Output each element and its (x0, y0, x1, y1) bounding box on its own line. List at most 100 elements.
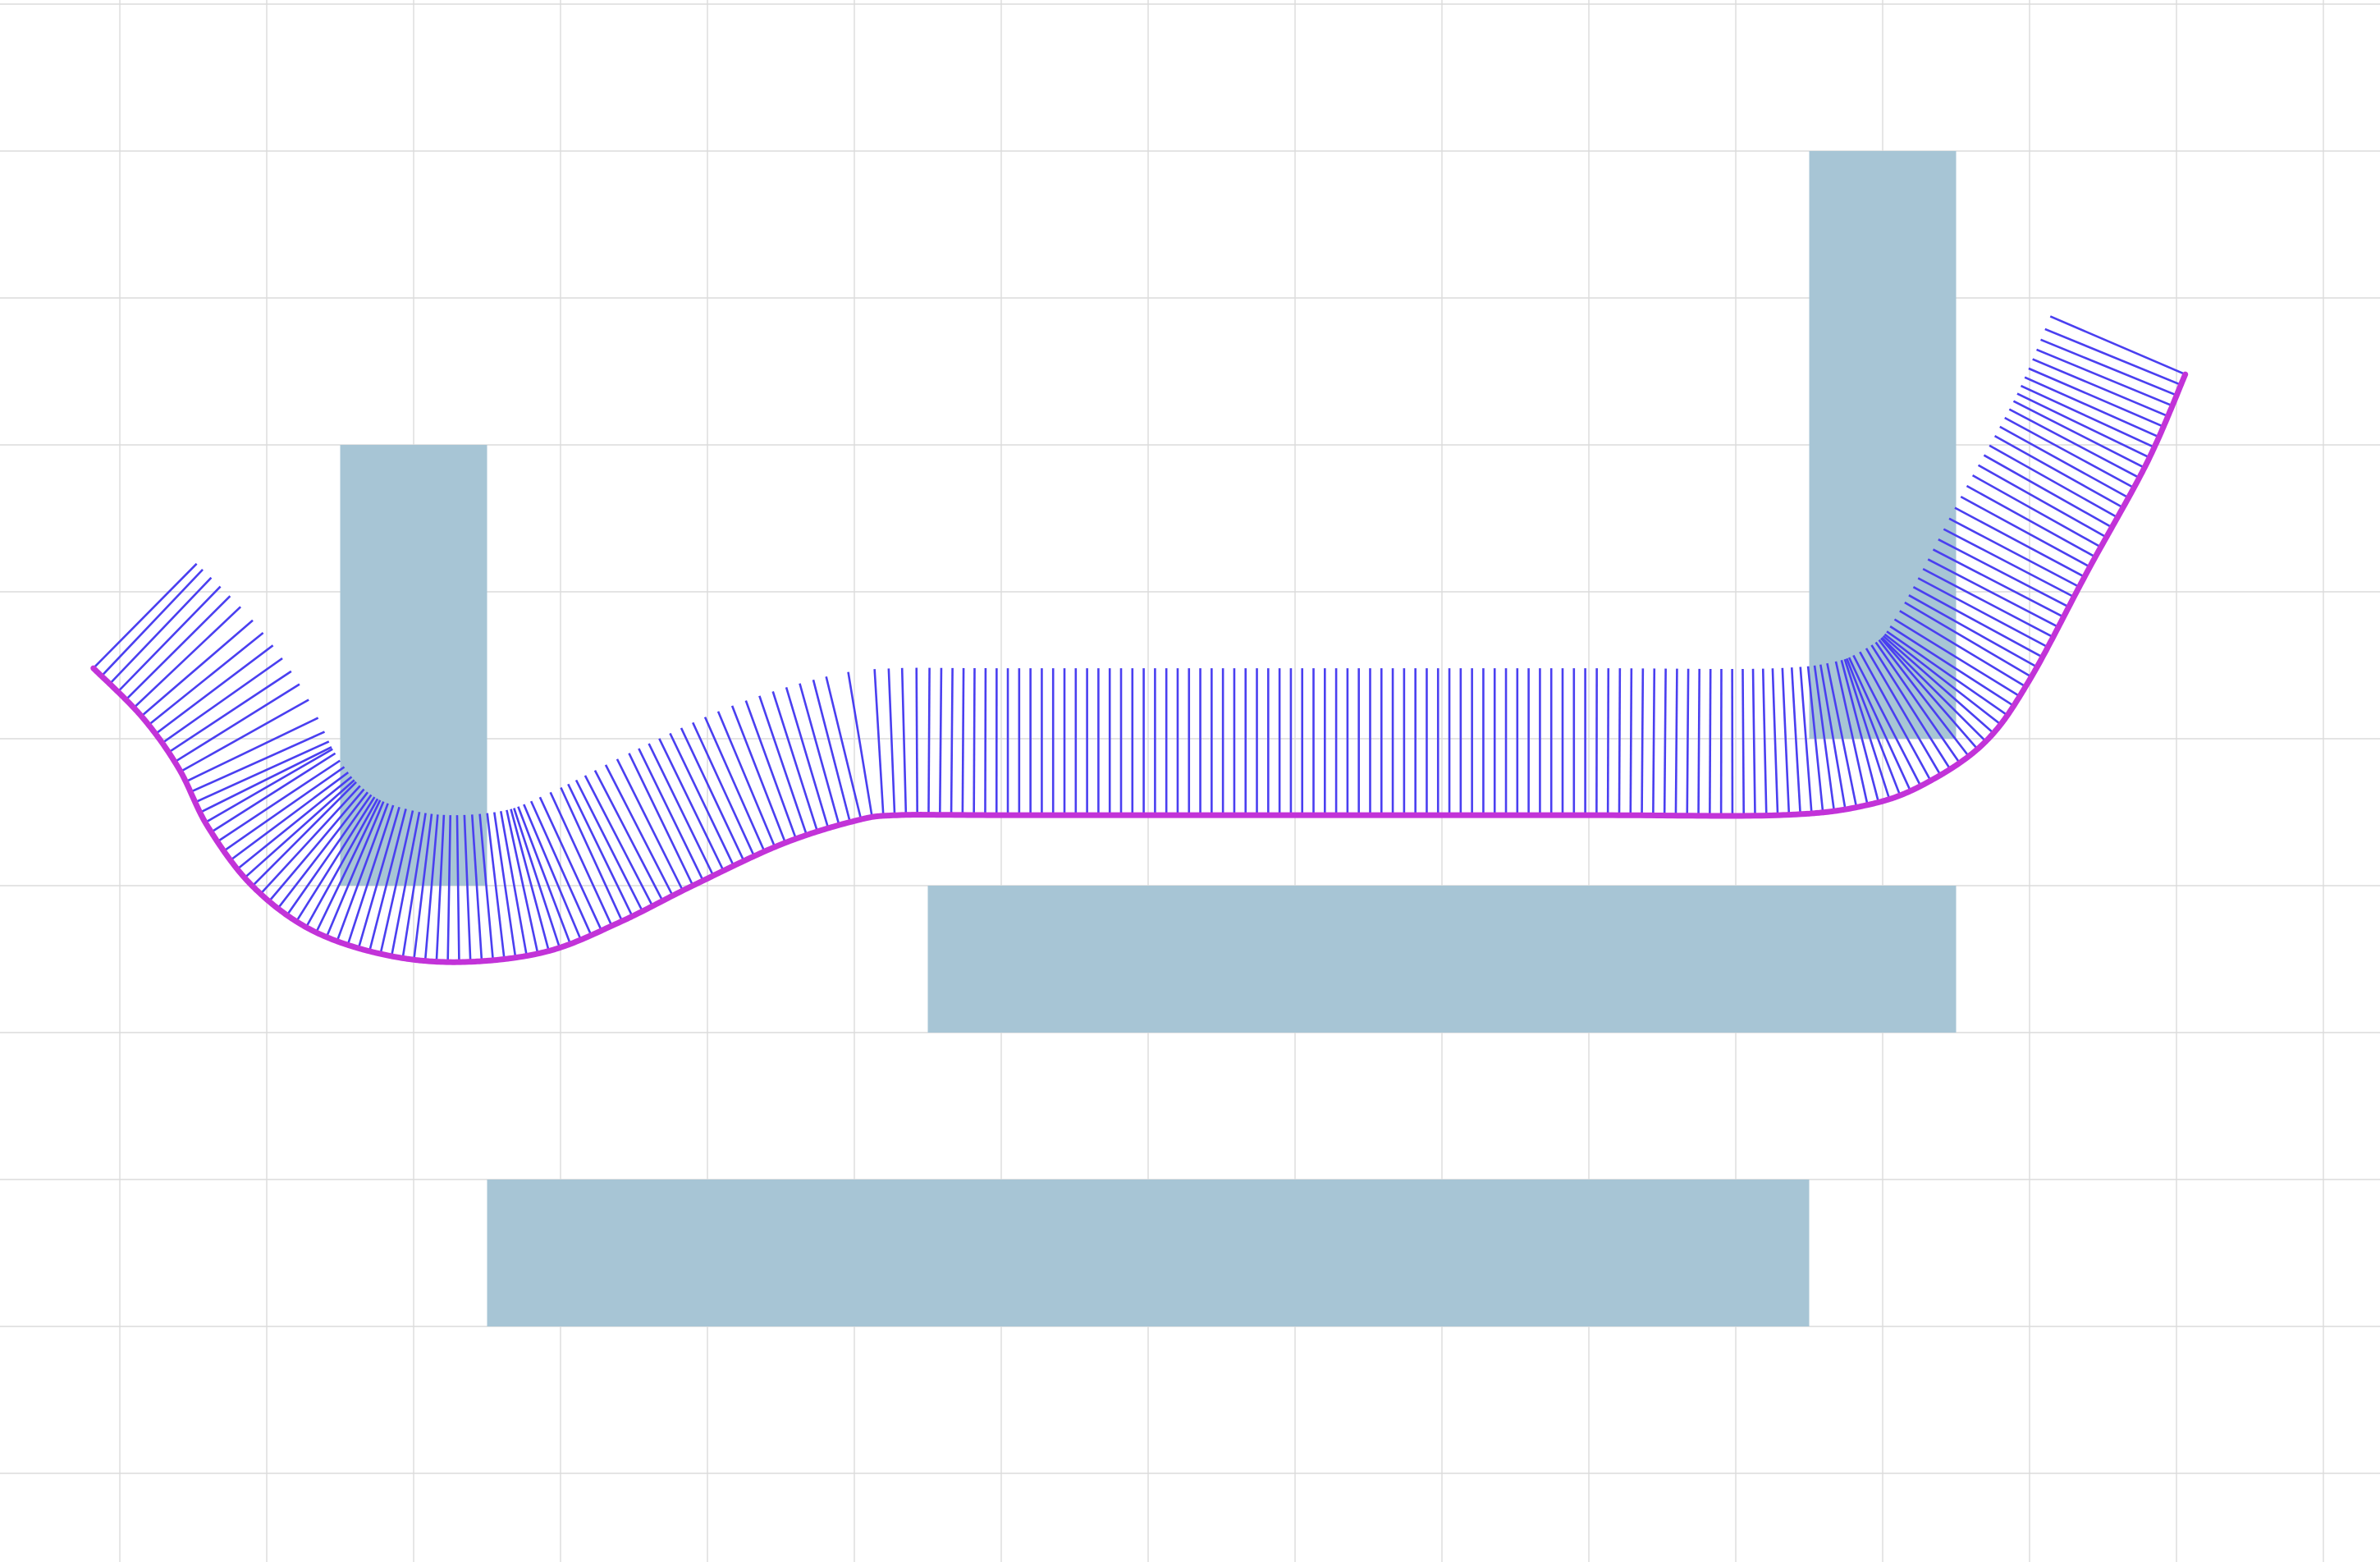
path-normal-line (1883, 633, 2002, 726)
path-normal-line (346, 804, 395, 946)
path-normal-line (1932, 548, 2065, 618)
path-normal-line (336, 803, 389, 942)
path-normal-line (167, 670, 292, 754)
path-normal-line (593, 770, 664, 902)
path-normal-line (1652, 668, 1656, 816)
path-normal-line (887, 668, 896, 816)
path-normal-line (1922, 567, 2054, 639)
obstacle-horizontal-middle (927, 886, 1957, 1033)
path-normal-line (499, 811, 529, 956)
path-normal-line (174, 683, 300, 763)
path-normal-line (463, 814, 472, 962)
path-normal-line (1852, 654, 1922, 787)
path-normal-line (1674, 668, 1678, 816)
path-normal-line (1819, 664, 1847, 810)
path-normal-line (1843, 658, 1891, 800)
path-normal-line (161, 657, 283, 744)
path-normal-line (616, 758, 684, 891)
path-normal-line (268, 788, 365, 902)
path-normal-line (325, 801, 385, 938)
path-normal-line (1870, 644, 1952, 770)
path-normal-line (455, 815, 460, 963)
path-normal-line (1761, 668, 1768, 816)
path-normal-line (2008, 408, 2140, 479)
obstacles (340, 151, 1957, 1326)
path-normal-line (1893, 618, 2021, 698)
path-normal-line (1938, 538, 2070, 608)
path (90, 371, 2189, 965)
path-normal-line (567, 783, 634, 917)
path-normal-line (199, 746, 332, 814)
path-normal-line (1899, 610, 2026, 688)
path-normal-line (259, 785, 361, 895)
path-normal-line (1948, 517, 2080, 589)
path-normal-line (1917, 577, 2048, 648)
path-normal-line (1865, 648, 1942, 776)
path-normal-line (470, 814, 483, 962)
path-normal-line (1606, 668, 1610, 816)
path-normal-line (1697, 668, 1700, 816)
path-normal-line (1663, 668, 1667, 816)
path-normal-line (1781, 667, 1791, 815)
path-normal-line (413, 813, 433, 960)
path-normal-line (847, 671, 873, 818)
path-normal-line (478, 813, 495, 961)
path-normal-line (628, 753, 694, 886)
path-normal-line (1742, 668, 1746, 816)
path-normal-line (2040, 338, 2177, 396)
path-normal-line (799, 683, 840, 826)
path-normal-line (493, 812, 517, 958)
path-normal-line (2024, 376, 2160, 438)
path-normal-line (1943, 528, 2075, 598)
path-normal-line (1686, 668, 1690, 816)
path-normal-line (638, 748, 704, 882)
path-normal-line (1847, 657, 1912, 792)
path-normal-line (680, 727, 745, 862)
path-normal-line (812, 679, 852, 822)
path-normal-line (692, 721, 756, 857)
path-normal-line (2044, 328, 2181, 387)
path-normal-line (574, 779, 643, 912)
path-normal-line (1927, 558, 2059, 629)
path-normal-line (185, 717, 319, 783)
path-curve (90, 371, 2189, 965)
path-normal-line (730, 705, 787, 844)
path-normal-line (1983, 454, 2112, 529)
path-normal-line (92, 562, 198, 669)
path-normal-line (771, 691, 819, 832)
path-normal-line (195, 740, 330, 804)
path-normal-line (100, 568, 204, 677)
path-normal-line (190, 731, 326, 793)
path-normal-line (1881, 636, 1987, 743)
path-normal-line (486, 813, 506, 960)
path-normal-line (785, 687, 830, 829)
path-normal-line (210, 752, 336, 833)
path-normal-line (873, 669, 885, 816)
path-normal-line (251, 781, 357, 887)
path-normal-line (648, 743, 715, 877)
path-normal-line (658, 738, 725, 872)
path-normal-line (1846, 657, 1902, 796)
path-normal-line (286, 794, 373, 916)
path-normal-line (1641, 668, 1645, 816)
path-normal-line (560, 786, 624, 922)
path-normal-line (222, 766, 346, 852)
path-normal-line (510, 808, 550, 951)
path-normal-line (435, 814, 446, 962)
path-normal-line (295, 796, 376, 923)
path-normal-line (1859, 651, 1932, 781)
path-normal-line (938, 667, 943, 815)
path-normal-line (1874, 641, 1961, 764)
path-normal-line (2020, 384, 2155, 449)
path-normal-line (125, 595, 231, 701)
path-normal-line (1989, 444, 2118, 519)
path-normal-line (900, 667, 908, 815)
path-normal-line (180, 699, 309, 773)
path-normal-line (2049, 315, 2186, 376)
path-normal-line (669, 732, 735, 867)
path-normal-line (915, 667, 918, 815)
path-normal-line (513, 808, 561, 949)
path-normal-line (1971, 474, 2102, 548)
path-normal-line (744, 700, 798, 840)
path-normal-line (716, 711, 776, 848)
